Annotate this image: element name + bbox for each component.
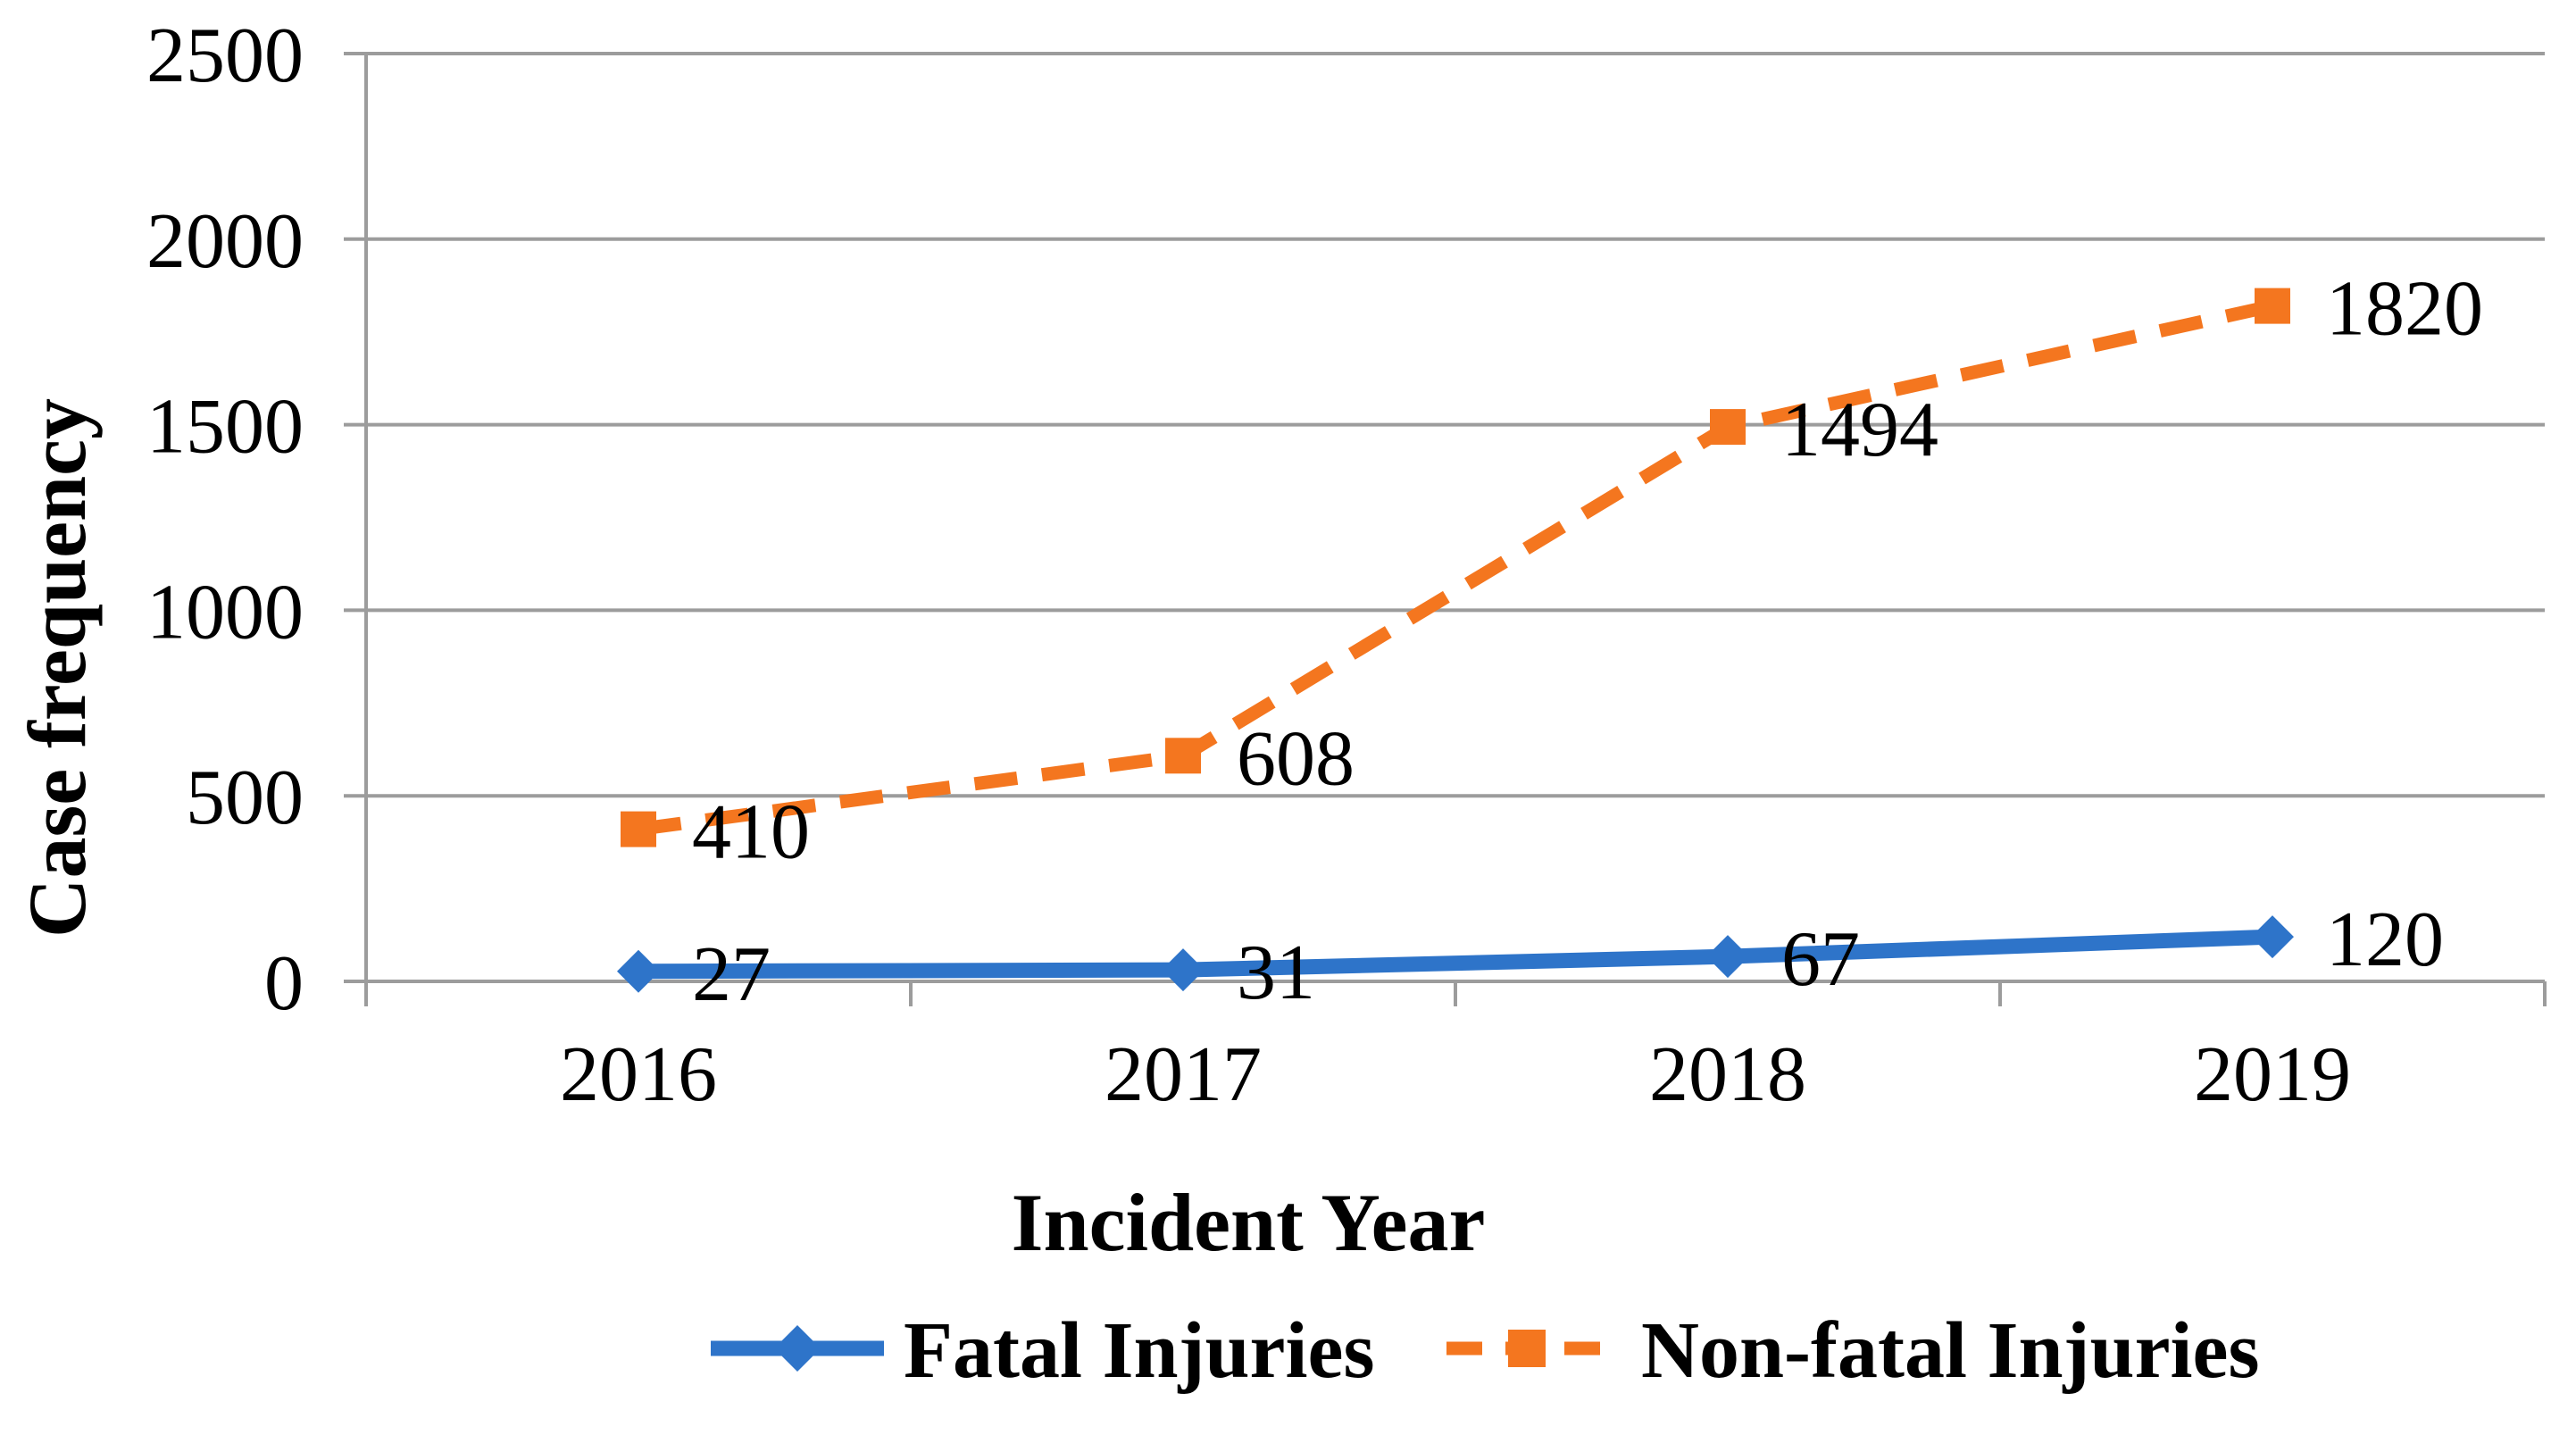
marker-square-2016 xyxy=(621,811,656,847)
x-tick-label-2017: 2017 xyxy=(1105,1031,1262,1118)
series-line-0 xyxy=(638,929,2273,980)
y-axis-title: Case frequency xyxy=(12,398,103,938)
x-tick-label-2016: 2016 xyxy=(560,1031,717,1118)
y-tick-label-0: 0 xyxy=(264,940,304,1027)
legend-item-non-fatal-injuries: Non-fatal Injuries xyxy=(1446,1306,2260,1395)
data-labels: 27 31 67 120 410 608 1494 1820 xyxy=(692,266,2483,1018)
x-axis-title: Incident Year xyxy=(1012,1177,1486,1268)
y-tick-label-2000: 2000 xyxy=(146,198,304,285)
gridlines xyxy=(366,52,2545,983)
marker-diamond-2019 xyxy=(2251,915,2294,959)
x-axis-tick-labels: 2016 2017 2018 2019 xyxy=(560,1031,2351,1118)
data-label-27: 27 xyxy=(692,931,771,1018)
legend-item-fatal-injuries: Fatal Injuries xyxy=(711,1306,1374,1395)
series-markers xyxy=(617,288,2294,993)
marker-square-2019 xyxy=(2255,288,2290,324)
y-tick-label-2500: 2500 xyxy=(146,13,304,99)
legend-square-marker-icon xyxy=(1508,1330,1546,1367)
legend-diamond-marker-icon xyxy=(774,1325,821,1372)
legend-label-fatal-injuries: Fatal Injuries xyxy=(904,1306,1374,1395)
data-label-608: 608 xyxy=(1237,715,1355,802)
x-tick-label-2019: 2019 xyxy=(2194,1031,2351,1118)
legend-label-non-fatal-injuries: Non-fatal Injuries xyxy=(1641,1306,2260,1395)
marker-diamond-2018 xyxy=(1706,935,1749,979)
y-tick-label-1000: 1000 xyxy=(146,569,304,655)
x-tick-label-2018: 2018 xyxy=(1649,1031,1806,1118)
y-tick-label-1500: 1500 xyxy=(146,384,304,471)
data-label-120: 120 xyxy=(2326,897,2444,983)
series-lines xyxy=(637,299,2274,980)
marker-square-2017 xyxy=(1165,738,1201,774)
marker-diamond-2016 xyxy=(617,949,660,993)
y-tick-label-500: 500 xyxy=(186,755,304,841)
data-label-410: 410 xyxy=(692,789,810,876)
data-label-31: 31 xyxy=(1237,930,1315,1016)
data-label-67: 67 xyxy=(1781,916,1860,1003)
series-line-1 xyxy=(637,299,2274,837)
marker-diamond-2017 xyxy=(1162,948,1205,992)
data-label-1494: 1494 xyxy=(1781,387,1938,473)
x-axis-ticks xyxy=(364,981,2547,1006)
legend: Fatal Injuries Non-fatal Injuries xyxy=(711,1306,2260,1395)
data-label-1820: 1820 xyxy=(2326,266,2483,353)
y-axis-tick-labels: 0 500 1000 1500 2000 2500 xyxy=(146,13,304,1027)
y-axis-ticks xyxy=(344,52,366,983)
marker-square-2018 xyxy=(1710,409,1746,446)
